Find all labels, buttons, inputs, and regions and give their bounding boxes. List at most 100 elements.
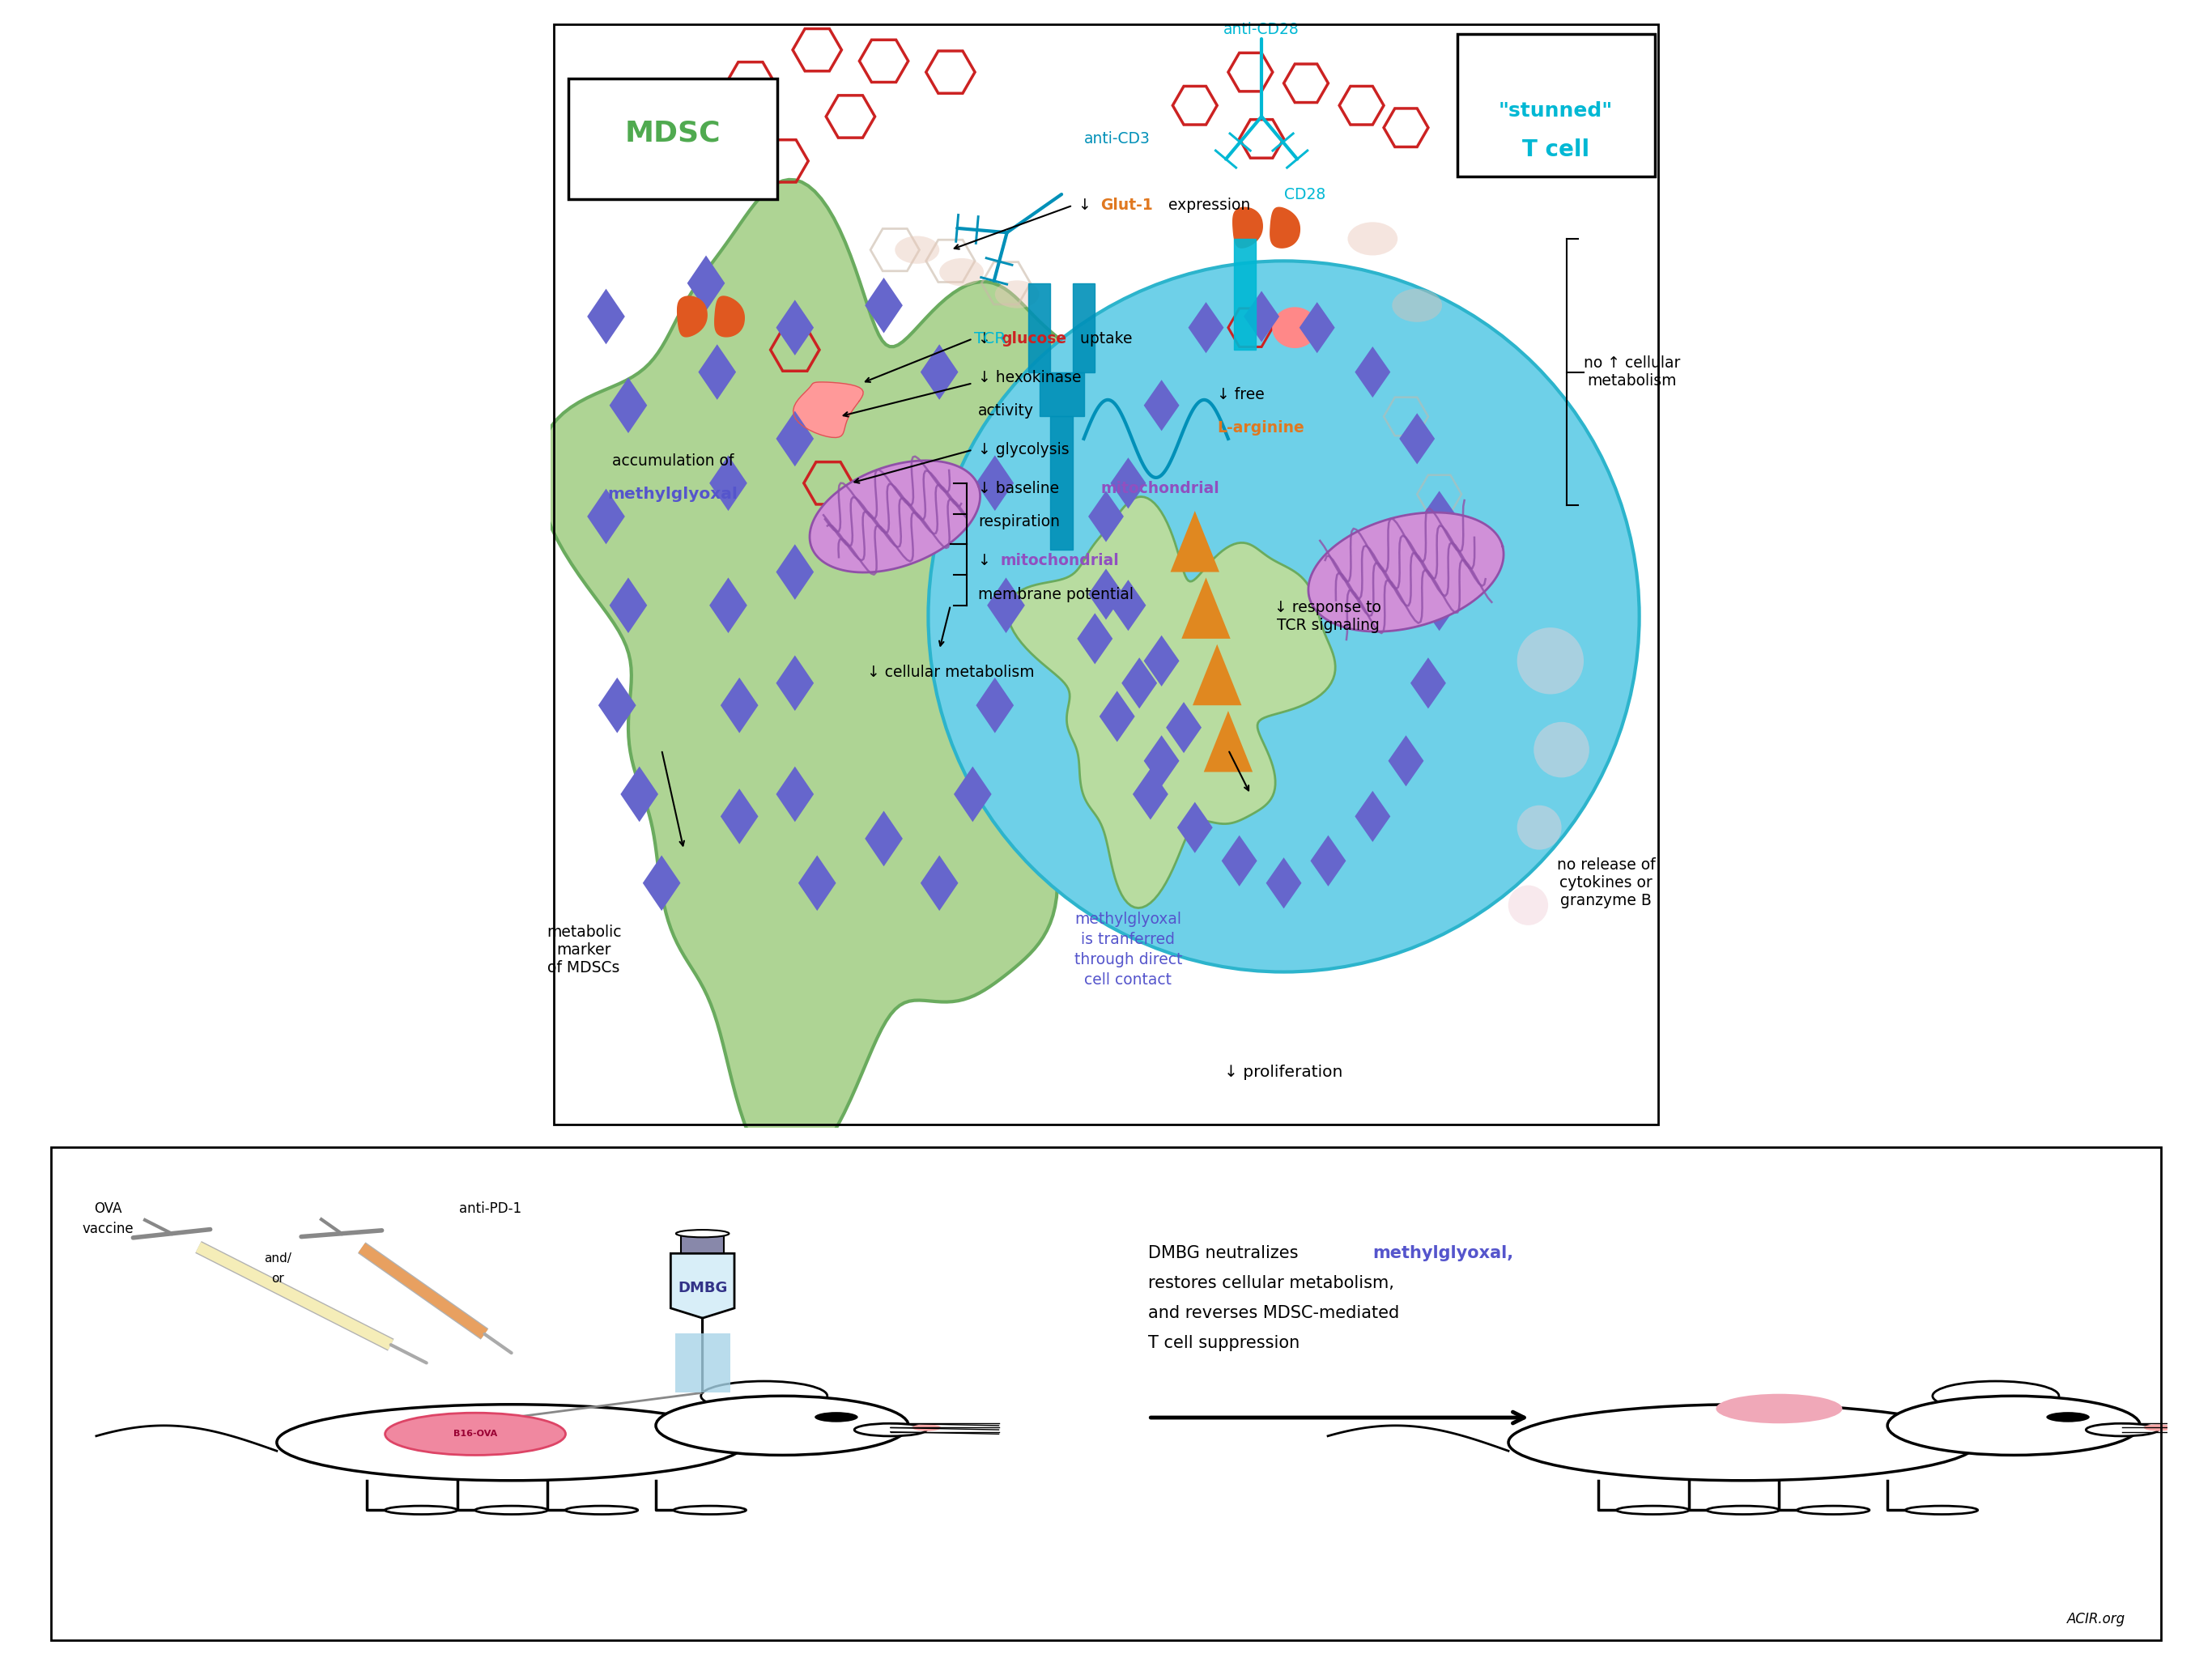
Text: methylglyoxal: methylglyoxal xyxy=(608,486,739,502)
Polygon shape xyxy=(1110,580,1146,632)
Ellipse shape xyxy=(940,259,984,285)
Polygon shape xyxy=(675,1333,730,1393)
Polygon shape xyxy=(799,856,836,910)
Polygon shape xyxy=(1144,380,1179,431)
Circle shape xyxy=(911,1424,940,1431)
Text: or: or xyxy=(272,1272,283,1285)
Polygon shape xyxy=(710,577,748,633)
Polygon shape xyxy=(953,766,991,822)
Polygon shape xyxy=(1177,802,1212,854)
Polygon shape xyxy=(975,456,1013,511)
Polygon shape xyxy=(681,1234,723,1253)
Text: B16-OVA: B16-OVA xyxy=(453,1429,498,1437)
Polygon shape xyxy=(1029,284,1051,371)
Polygon shape xyxy=(677,297,708,337)
Text: T cell suppression: T cell suppression xyxy=(1148,1335,1301,1351)
Text: Glut-1: Glut-1 xyxy=(1099,197,1152,214)
Polygon shape xyxy=(1009,497,1336,909)
Ellipse shape xyxy=(566,1505,637,1514)
Ellipse shape xyxy=(1617,1505,1690,1514)
Text: expression: expression xyxy=(1164,197,1250,214)
Circle shape xyxy=(1887,1396,2141,1456)
Text: ↓: ↓ xyxy=(978,554,995,569)
FancyBboxPatch shape xyxy=(568,80,776,199)
Polygon shape xyxy=(776,766,814,822)
Polygon shape xyxy=(920,856,958,910)
Polygon shape xyxy=(1088,569,1124,620)
Polygon shape xyxy=(597,678,637,733)
Polygon shape xyxy=(1356,347,1391,398)
Text: ↓ response to
TCR signaling: ↓ response to TCR signaling xyxy=(1274,600,1382,633)
Polygon shape xyxy=(538,179,1164,1174)
Polygon shape xyxy=(1272,308,1316,348)
Text: activity: activity xyxy=(978,403,1033,418)
Text: TCR: TCR xyxy=(973,332,1006,347)
Circle shape xyxy=(701,1381,827,1411)
Polygon shape xyxy=(721,678,759,733)
Text: DMBG neutralizes: DMBG neutralizes xyxy=(1148,1245,1305,1262)
Polygon shape xyxy=(586,489,626,544)
Text: and reverses MDSC-mediated: and reverses MDSC-mediated xyxy=(1148,1305,1400,1321)
Polygon shape xyxy=(1422,491,1458,542)
Circle shape xyxy=(1509,885,1548,925)
Circle shape xyxy=(929,260,1639,972)
Text: accumulation of: accumulation of xyxy=(613,453,734,469)
Text: metabolic
marker
of MDSCs: metabolic marker of MDSCs xyxy=(546,924,622,975)
Text: methylglyoxal,: methylglyoxal, xyxy=(1371,1245,1513,1262)
Text: no release of
cytokines or
granzyme B: no release of cytokines or granzyme B xyxy=(1557,857,1655,909)
Circle shape xyxy=(385,1413,566,1456)
Text: ↓ free: ↓ free xyxy=(1217,386,1265,401)
Polygon shape xyxy=(1265,857,1301,909)
Ellipse shape xyxy=(677,1230,730,1237)
Text: OVA: OVA xyxy=(93,1202,122,1215)
Text: anti-CD28: anti-CD28 xyxy=(1223,22,1298,38)
Text: vaccine: vaccine xyxy=(82,1222,133,1235)
Polygon shape xyxy=(1077,613,1113,665)
Polygon shape xyxy=(721,789,759,844)
Polygon shape xyxy=(1411,658,1447,708)
Polygon shape xyxy=(1088,491,1124,542)
Polygon shape xyxy=(670,1253,734,1393)
Text: membrane potential: membrane potential xyxy=(978,587,1135,602)
Polygon shape xyxy=(1422,580,1458,632)
Polygon shape xyxy=(608,378,648,433)
Ellipse shape xyxy=(1796,1505,1869,1514)
Polygon shape xyxy=(776,544,814,600)
Polygon shape xyxy=(1298,302,1334,353)
Ellipse shape xyxy=(476,1505,549,1514)
Polygon shape xyxy=(1400,413,1436,464)
Polygon shape xyxy=(1192,645,1241,705)
Polygon shape xyxy=(776,411,814,466)
Ellipse shape xyxy=(995,280,1040,308)
Text: ↓ proliferation: ↓ proliferation xyxy=(1225,1064,1343,1079)
Text: ↓ cellular metabolism: ↓ cellular metabolism xyxy=(867,665,1035,680)
Polygon shape xyxy=(688,255,726,312)
Polygon shape xyxy=(1099,691,1135,743)
Ellipse shape xyxy=(675,1505,745,1514)
Text: glucose: glucose xyxy=(1000,332,1066,347)
Polygon shape xyxy=(622,766,659,822)
Text: ↓ hexokinase: ↓ hexokinase xyxy=(978,370,1082,385)
Polygon shape xyxy=(1270,207,1301,247)
Text: ACIR.org: ACIR.org xyxy=(2066,1612,2126,1626)
Text: anti-PD-1: anti-PD-1 xyxy=(458,1202,522,1215)
Text: uptake: uptake xyxy=(1075,332,1133,347)
Circle shape xyxy=(1533,721,1588,778)
Polygon shape xyxy=(1166,701,1201,753)
Polygon shape xyxy=(975,678,1013,733)
Text: ↓: ↓ xyxy=(978,332,995,347)
Text: anti-CD3: anti-CD3 xyxy=(1084,131,1150,146)
Text: ↓ glycolysis: ↓ glycolysis xyxy=(978,443,1068,458)
Polygon shape xyxy=(699,345,737,400)
Circle shape xyxy=(1517,806,1562,849)
Polygon shape xyxy=(920,345,958,400)
Circle shape xyxy=(2046,1413,2090,1423)
Polygon shape xyxy=(710,456,748,511)
Ellipse shape xyxy=(854,1424,927,1436)
Polygon shape xyxy=(810,461,980,572)
Text: CD28: CD28 xyxy=(1283,187,1325,202)
Circle shape xyxy=(1933,1381,2059,1411)
Polygon shape xyxy=(1234,239,1256,350)
Polygon shape xyxy=(1310,836,1345,887)
Text: T cell: T cell xyxy=(1522,139,1590,161)
